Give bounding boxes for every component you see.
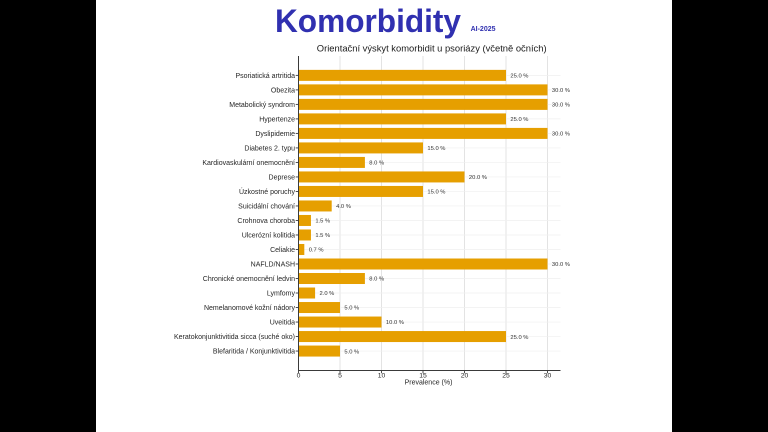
svg-text:Uveitida: Uveitida bbox=[270, 320, 295, 327]
svg-text:25: 25 bbox=[502, 373, 510, 380]
svg-text:30.0 %: 30.0 % bbox=[552, 132, 570, 138]
svg-text:5: 5 bbox=[338, 373, 342, 380]
svg-text:Lymfomy: Lymfomy bbox=[267, 291, 296, 298]
svg-text:4.0 %: 4.0 % bbox=[336, 204, 351, 210]
svg-text:8.0 %: 8.0 % bbox=[369, 161, 384, 167]
svg-text:Úzkostné poruchy: Úzkostné poruchy bbox=[239, 187, 296, 196]
svg-text:30.0 %: 30.0 % bbox=[552, 262, 570, 268]
svg-text:Diabetes 2. typu: Diabetes 2. typu bbox=[244, 145, 295, 152]
svg-text:Prevalence (%): Prevalence (%) bbox=[405, 380, 453, 387]
svg-text:30: 30 bbox=[544, 373, 552, 380]
svg-text:Metabolický syndrom: Metabolický syndrom bbox=[229, 102, 295, 109]
svg-text:Nemelanomové kožní nádory: Nemelanomové kožní nádory bbox=[204, 305, 296, 312]
svg-text:Obezita: Obezita bbox=[271, 87, 295, 94]
svg-text:25.0 %: 25.0 % bbox=[510, 117, 528, 123]
svg-text:Chronické onemocnění ledvin: Chronické onemocnění ledvin bbox=[203, 276, 295, 283]
svg-text:Hypertenze: Hypertenze bbox=[259, 116, 295, 123]
svg-text:Komorbidity: Komorbidity bbox=[275, 3, 461, 39]
svg-text:1.5 %: 1.5 % bbox=[315, 233, 330, 239]
svg-text:10.0 %: 10.0 % bbox=[386, 320, 404, 326]
svg-text:30.0 %: 30.0 % bbox=[552, 88, 570, 94]
svg-text:2.0 %: 2.0 % bbox=[320, 291, 335, 297]
svg-text:15.0 %: 15.0 % bbox=[427, 146, 445, 152]
svg-text:25.0 %: 25.0 % bbox=[510, 335, 528, 341]
svg-text:Kardiovaskulární onemocnění: Kardiovaskulární onemocnění bbox=[202, 160, 295, 167]
svg-text:Suicidální chování: Suicidální chování bbox=[238, 203, 295, 210]
svg-text:15.0 %: 15.0 % bbox=[427, 190, 445, 196]
svg-text:Crohnova choroba: Crohnova choroba bbox=[237, 218, 295, 225]
svg-text:AI-2025: AI-2025 bbox=[471, 26, 496, 33]
svg-text:5.0 %: 5.0 % bbox=[344, 349, 359, 355]
svg-text:8.0 %: 8.0 % bbox=[369, 277, 384, 283]
svg-text:Dyslipidemie: Dyslipidemie bbox=[255, 131, 295, 138]
svg-text:5.0 %: 5.0 % bbox=[344, 306, 359, 312]
svg-text:30.0 %: 30.0 % bbox=[552, 103, 570, 109]
svg-text:NAFLD/NASH: NAFLD/NASH bbox=[251, 262, 295, 269]
svg-text:Psoriatická artritida: Psoriatická artritida bbox=[235, 73, 295, 80]
svg-text:Ulcerózní kolitida: Ulcerózní kolitida bbox=[242, 232, 295, 239]
svg-text:1.5 %: 1.5 % bbox=[315, 219, 330, 225]
svg-text:Orientační výskyt komorbidit u: Orientační výskyt komorbidit u psoriázy … bbox=[317, 43, 547, 54]
svg-text:20: 20 bbox=[461, 373, 469, 380]
svg-text:0.7 %: 0.7 % bbox=[309, 248, 324, 254]
svg-text:25.0 %: 25.0 % bbox=[510, 74, 528, 80]
svg-text:15: 15 bbox=[419, 373, 427, 380]
svg-text:20.0 %: 20.0 % bbox=[469, 175, 487, 181]
svg-text:Celiakie: Celiakie bbox=[270, 247, 295, 254]
svg-text:Deprese: Deprese bbox=[269, 174, 296, 181]
svg-text:Keratokonjunktivitida sicca (s: Keratokonjunktivitida sicca (suché oko) bbox=[174, 334, 295, 341]
svg-text:Blefaritida / Konjunktivitida: Blefaritida / Konjunktivitida bbox=[213, 349, 295, 356]
svg-text:0: 0 bbox=[297, 373, 301, 380]
svg-text:10: 10 bbox=[378, 373, 386, 380]
